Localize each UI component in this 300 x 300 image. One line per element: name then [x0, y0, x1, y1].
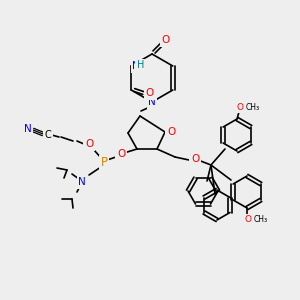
Text: H: H: [136, 60, 144, 70]
Text: N: N: [132, 61, 140, 71]
Text: O: O: [117, 149, 125, 159]
Text: N: N: [24, 124, 32, 134]
Text: P: P: [100, 157, 107, 169]
Text: O: O: [167, 127, 175, 137]
Text: O: O: [191, 154, 199, 164]
Text: N: N: [148, 97, 156, 107]
Text: CH₃: CH₃: [246, 103, 260, 112]
Text: N: N: [78, 177, 86, 187]
Text: O: O: [145, 88, 153, 98]
Text: O: O: [162, 35, 170, 45]
Text: O: O: [236, 103, 244, 112]
Text: O: O: [244, 215, 251, 224]
Text: O: O: [85, 139, 93, 149]
Text: CH₃: CH₃: [254, 215, 268, 224]
Text: C: C: [45, 130, 51, 140]
